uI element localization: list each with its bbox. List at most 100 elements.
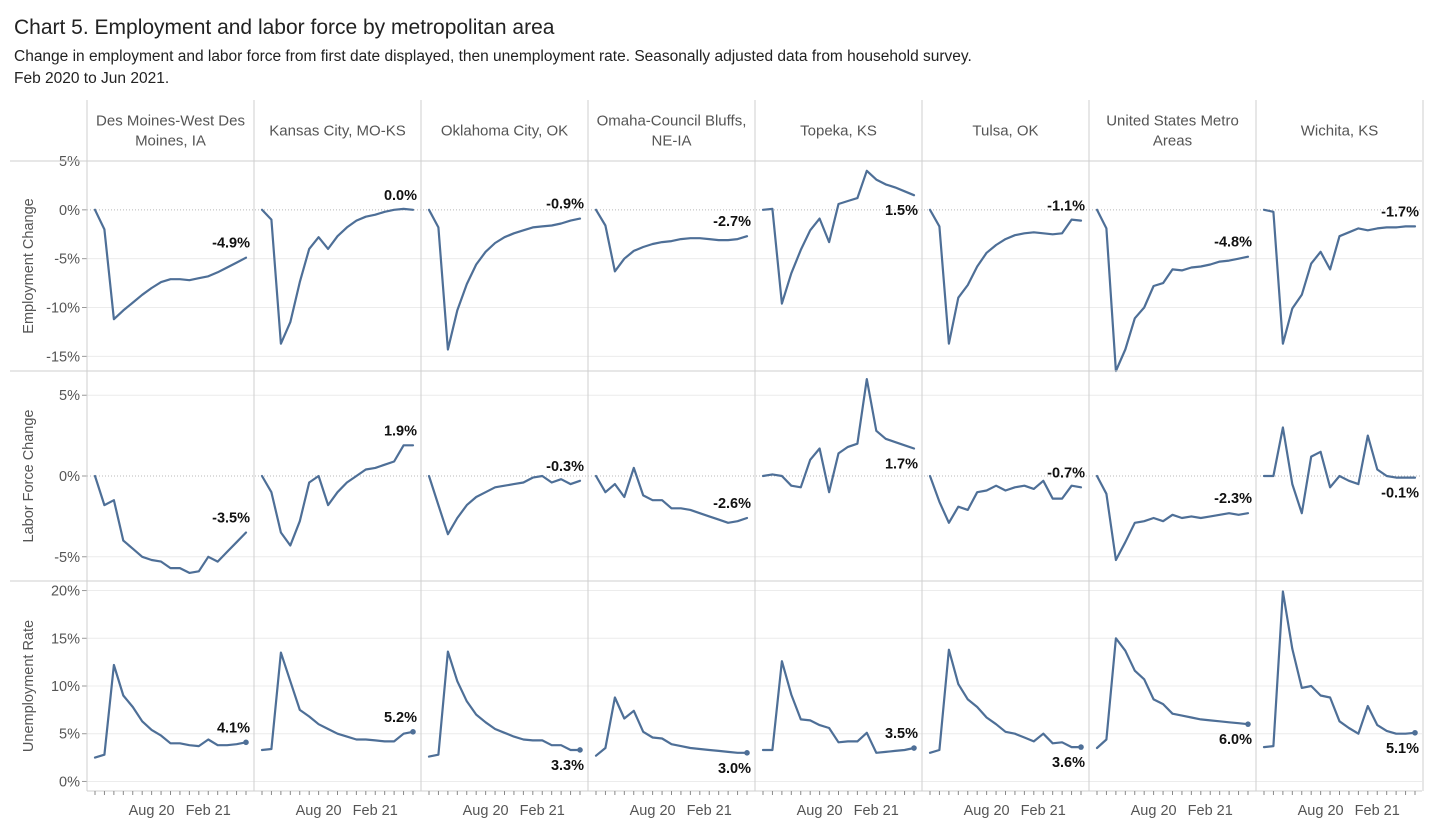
series-line xyxy=(260,207,415,345)
y-tick-label: 15% xyxy=(51,631,80,647)
series-line xyxy=(1262,426,1417,515)
x-tick-label: Feb 21 xyxy=(1188,803,1233,819)
x-tick-label: Aug 20 xyxy=(964,803,1010,819)
column-header: Oklahoma City, OK xyxy=(441,123,568,140)
end-value-label: 3.3% xyxy=(551,758,584,774)
end-value-label: 6.0% xyxy=(1219,732,1252,748)
end-value-label: 5.2% xyxy=(384,710,417,726)
series-line xyxy=(1262,590,1417,749)
end-value-label: -2.7% xyxy=(713,214,751,230)
end-point-marker xyxy=(243,739,249,746)
end-value-label: 1.9% xyxy=(384,423,417,439)
end-point-marker xyxy=(577,747,583,753)
y-tick-label: 0% xyxy=(59,774,80,790)
end-value-label: -3.5% xyxy=(212,511,250,527)
series-line xyxy=(1095,474,1250,562)
y-tick-label: -10% xyxy=(46,301,80,317)
column-header: Des Moines-West Des Moines, IA xyxy=(96,113,245,150)
series-line xyxy=(93,474,248,575)
series-line xyxy=(761,660,916,754)
end-value-label: -0.7% xyxy=(1047,465,1085,481)
end-value-label: -2.6% xyxy=(713,496,751,512)
x-tick-label: Aug 20 xyxy=(296,803,342,819)
end-point-marker xyxy=(744,750,750,756)
series-line xyxy=(1095,637,1250,750)
end-value-label: 3.0% xyxy=(718,761,751,777)
end-point-marker xyxy=(410,729,416,735)
series-line xyxy=(427,650,582,758)
x-tick-label: Feb 21 xyxy=(186,803,231,819)
x-tick-label: Aug 20 xyxy=(1298,803,1344,819)
y-tick-label: -5% xyxy=(54,550,80,566)
series-line xyxy=(427,208,582,351)
chart-subtitle: Change in employment and labor force fro… xyxy=(14,48,972,65)
series-line xyxy=(928,648,1083,754)
y-axis-label: Labor Force Change xyxy=(21,410,37,543)
x-tick-label: Feb 21 xyxy=(353,803,398,819)
end-value-label: -4.8% xyxy=(1214,235,1252,251)
x-tick-label: Feb 21 xyxy=(1355,803,1400,819)
x-tick-label: Aug 20 xyxy=(1131,803,1177,819)
end-value-label: 0.0% xyxy=(384,188,417,204)
x-tick-label: Aug 20 xyxy=(797,803,843,819)
y-tick-label: 5% xyxy=(59,388,80,404)
y-tick-label: -5% xyxy=(54,252,80,268)
end-value-label: -0.3% xyxy=(546,459,584,475)
end-value-label: -0.9% xyxy=(546,197,584,213)
y-axis-label: Unemployment Rate xyxy=(21,620,37,752)
end-value-label: 5.1% xyxy=(1386,741,1419,757)
end-value-label: 1.5% xyxy=(885,203,918,219)
x-tick-label: Aug 20 xyxy=(463,803,509,819)
series-line xyxy=(928,208,1083,345)
column-header: Topeka, KS xyxy=(800,123,877,140)
column-header: Wichita, KS xyxy=(1301,123,1379,140)
y-tick-label: 0% xyxy=(59,469,80,485)
column-header: Tulsa, OK xyxy=(972,123,1038,140)
series-line xyxy=(1262,208,1417,345)
end-point-marker xyxy=(911,745,917,751)
y-tick-label: -15% xyxy=(46,349,80,365)
end-value-label: -0.1% xyxy=(1381,486,1419,502)
end-value-label: -1.1% xyxy=(1047,199,1085,215)
y-tick-label: 5% xyxy=(59,727,80,743)
end-point-marker xyxy=(1245,721,1251,727)
series-line xyxy=(594,208,749,273)
column-header: Omaha-Council Bluffs, NE-IA xyxy=(597,113,747,150)
y-tick-label: 20% xyxy=(51,584,80,600)
series-line xyxy=(594,466,749,524)
series-line xyxy=(427,474,582,536)
end-value-label: 1.7% xyxy=(885,457,918,473)
y-axis-label: Employment Change xyxy=(21,198,37,333)
x-tick-label: Aug 20 xyxy=(129,803,175,819)
series-line xyxy=(260,444,415,547)
end-value-label: -4.9% xyxy=(212,236,250,252)
series-line xyxy=(761,169,916,305)
end-point-marker xyxy=(1412,729,1418,736)
end-point-marker xyxy=(1078,744,1084,750)
x-tick-label: Feb 21 xyxy=(1021,803,1066,819)
y-tick-label: 10% xyxy=(51,679,80,695)
series-line xyxy=(761,378,916,494)
end-value-label: 3.6% xyxy=(1052,755,1085,771)
x-tick-label: Feb 21 xyxy=(687,803,732,819)
end-value-label: 3.5% xyxy=(885,726,918,742)
x-tick-label: Feb 21 xyxy=(520,803,565,819)
series-line xyxy=(260,651,415,752)
series-line xyxy=(1095,208,1250,373)
x-tick-label: Aug 20 xyxy=(630,803,676,819)
y-tick-label: 5% xyxy=(59,154,80,170)
end-value-label: -2.3% xyxy=(1214,491,1252,507)
end-value-label: 4.1% xyxy=(217,720,250,736)
column-header: Kansas City, MO-KS xyxy=(269,123,405,140)
column-header: United States Metro Areas xyxy=(1106,113,1239,150)
series-line xyxy=(93,208,248,321)
series-line xyxy=(93,663,248,759)
series-line xyxy=(928,474,1083,524)
chart-title: Chart 5. Employment and labor force by m… xyxy=(14,16,555,39)
end-value-label: -1.7% xyxy=(1381,204,1419,220)
x-tick-label: Feb 21 xyxy=(854,803,899,819)
y-tick-label: 0% xyxy=(59,203,80,219)
series-line xyxy=(594,696,749,757)
chart-date-range: Feb 2020 to Jun 2021. xyxy=(14,70,170,87)
